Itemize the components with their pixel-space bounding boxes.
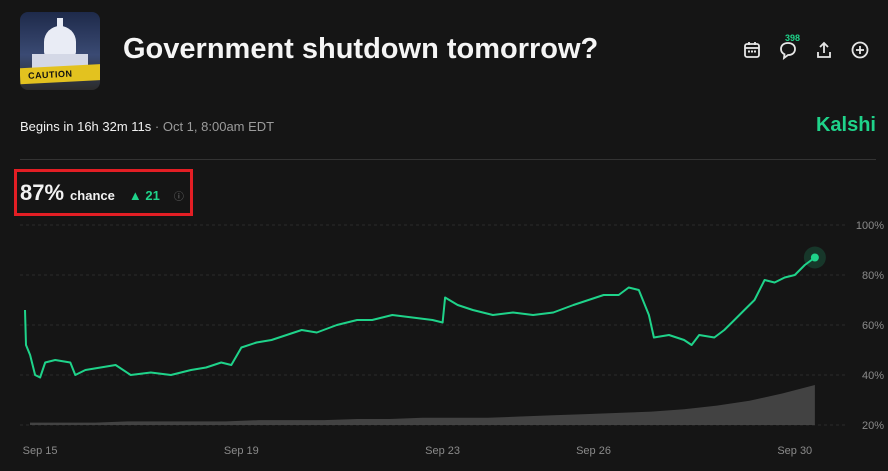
market-thumbnail: CAUTION	[20, 12, 100, 90]
current-point	[810, 253, 819, 262]
y-tick-label: 80%	[862, 270, 884, 282]
probability-line	[24, 256, 816, 379]
x-tick-label: Sep 23	[425, 445, 460, 457]
chance-summary: 87% chance ▲ 21 ⓘ	[20, 180, 184, 206]
caution-tape: CAUTION	[20, 63, 100, 85]
info-icon[interactable]: ⓘ	[173, 192, 184, 203]
comment-icon[interactable]: 398	[778, 33, 800, 60]
y-tick-label: 40%	[862, 370, 884, 382]
volume-area	[30, 385, 815, 425]
chance-label: chance	[70, 188, 115, 203]
capitol-dome	[44, 26, 76, 56]
calendar-icon[interactable]	[742, 40, 762, 60]
comment-count-badge: 398	[785, 33, 801, 43]
capitol-dome-top	[57, 18, 63, 28]
begins-date: · Oct 1, 8:00am EDT	[151, 119, 275, 134]
section-divider	[20, 159, 876, 160]
header-actions: 398	[742, 33, 870, 60]
x-tick-label: Sep 30	[777, 445, 812, 457]
market-title: Government shutdown tomorrow?	[123, 33, 599, 65]
chance-percent: 87%	[20, 180, 65, 205]
share-icon[interactable]	[814, 40, 834, 60]
add-icon[interactable]	[850, 40, 870, 60]
y-tick-label: 100%	[856, 220, 884, 232]
kalshi-logo[interactable]: Kalshi	[815, 114, 876, 136]
probability-chart: 100% 80% 60% 40% 20% Sep 15 Sep 19 Sep 23 Sep 26…	[20, 220, 884, 457]
chance-change: ▲ 21	[128, 188, 160, 203]
x-tick-label: Sep 19	[224, 445, 259, 457]
y-tick-label: 60%	[862, 320, 884, 332]
begins-countdown: Begins in 16h 32m 11s · Oct 1, 8:00am ED…	[20, 119, 274, 134]
x-tick-label: Sep 15	[23, 445, 58, 457]
countdown-text: Begins in 16h 32m 11s	[20, 119, 152, 134]
y-tick-label: 20%	[862, 420, 884, 432]
x-tick-label: Sep 26	[576, 445, 611, 457]
chance-highlight-box	[14, 169, 193, 216]
